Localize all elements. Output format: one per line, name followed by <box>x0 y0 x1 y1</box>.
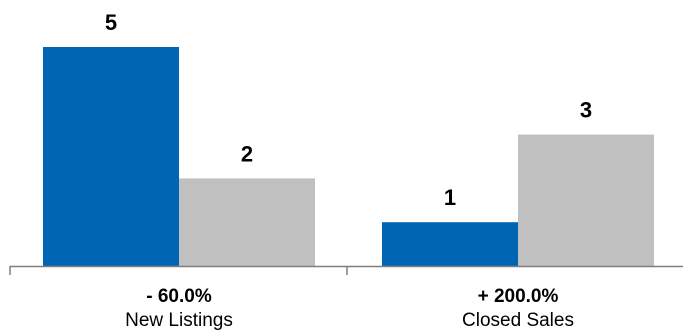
x-axis <box>9 265 683 275</box>
bar <box>179 178 315 266</box>
value-labels-group: 5 2 1 3 <box>105 10 592 210</box>
category-change-label: - 60.0% <box>146 286 212 307</box>
bar <box>518 134 654 266</box>
bars-group <box>43 47 654 266</box>
category-label: Closed Sales <box>462 310 574 331</box>
category-change-label: + 200.0% <box>478 286 559 307</box>
bar-value-label: 2 <box>241 141 253 166</box>
bar <box>382 222 518 266</box>
bar-value-label: 5 <box>105 10 117 35</box>
category-labels-group: - 60.0% New Listings + 200.0% Closed Sales <box>125 286 574 331</box>
bar <box>43 47 179 266</box>
bar-value-label: 3 <box>580 98 592 123</box>
bar-value-label: 1 <box>444 185 456 210</box>
category-label: New Listings <box>125 310 233 331</box>
